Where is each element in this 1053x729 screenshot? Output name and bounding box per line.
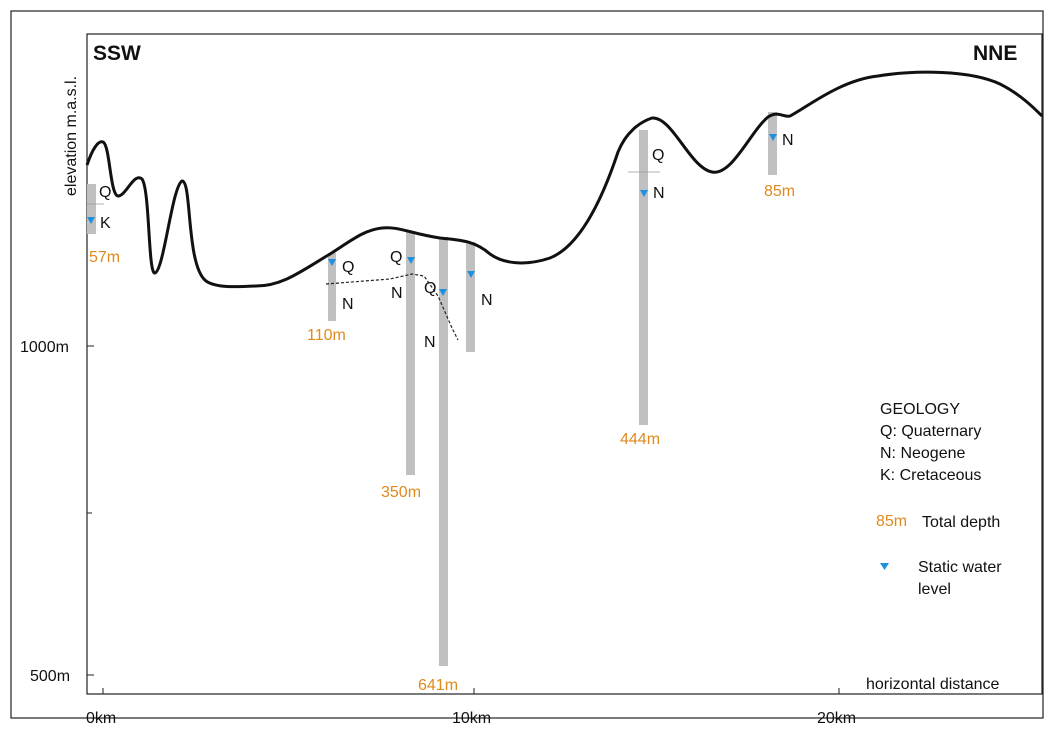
y-tick-label-500: 500m (30, 668, 70, 685)
depth-label-w641: 641m (418, 677, 458, 694)
y-axis-label: elevation m.a.s.l. (63, 76, 80, 196)
direction-right: NNE (973, 42, 1017, 65)
ground-surface-line (85, 70, 1044, 289)
layer-label-w57-k: K (100, 215, 111, 232)
well-110m (328, 253, 336, 321)
well-350m (406, 231, 415, 475)
depth-label-w85: 85m (764, 183, 795, 200)
legend-water-text-1: Static water (918, 559, 1002, 576)
legend-item-cretaceous: K: Cretaceous (880, 467, 981, 484)
x-tick-label-20: 20km (817, 710, 856, 727)
legend-title: GEOLOGY (880, 401, 960, 418)
depth-label-w350: 350m (381, 484, 421, 501)
layer-label-w85-n: N (782, 132, 794, 149)
water-marker-w350 (407, 257, 415, 264)
layer-label-w110-q: Q (342, 259, 354, 276)
water-marker-w85 (769, 134, 777, 141)
water-marker-w110 (328, 259, 336, 266)
layer-label-w444-n: N (653, 185, 665, 202)
layer-label-w350-n: N (391, 285, 403, 302)
well-unlabeled (466, 242, 475, 352)
layer-label-w641-n: N (424, 334, 436, 351)
layer-label-w641-q: Q (424, 280, 436, 297)
depth-label-w57: 57m (89, 249, 120, 266)
direction-left: SSW (93, 42, 141, 65)
layer-label-unlabeled-n: N (481, 292, 493, 309)
x-axis-label: horizontal distance (866, 676, 1000, 693)
legend-depth-text: Total depth (922, 514, 1000, 531)
layer-label-w444-q: Q (652, 147, 664, 164)
legend-water-icon (880, 563, 889, 570)
legend-item-neogene: N: Neogene (880, 445, 965, 462)
well-444m (639, 130, 648, 425)
well-85m (768, 112, 777, 175)
depth-label-w444: 444m (620, 431, 660, 448)
well-57m (87, 184, 96, 234)
legend-water-text-2: level (918, 581, 951, 598)
y-tick-label-1000: 1000m (20, 339, 69, 356)
layer-label-w57-q: Q (99, 184, 111, 201)
x-tick-label-10: 10km (452, 710, 491, 727)
water-marker-w444 (640, 190, 648, 197)
water-marker-w641 (439, 289, 447, 296)
water-marker-w57 (87, 217, 95, 224)
layer-label-w350-q: Q (390, 249, 402, 266)
depth-label-w110: 110m (307, 327, 346, 344)
x-tick-label-0: 0km (86, 710, 116, 727)
plot-frame (86, 33, 1043, 695)
legend: GEOLOGY Q: Quaternary N: Neogene K: Cret… (876, 401, 1002, 598)
outer-frame (10, 10, 1044, 719)
well-641m (439, 237, 448, 666)
water-marker-unlabeled (467, 271, 475, 278)
layer-label-w110-n: N (342, 296, 354, 313)
legend-item-quaternary: Q: Quaternary (880, 423, 981, 440)
legend-depth-sample: 85m (876, 513, 907, 530)
